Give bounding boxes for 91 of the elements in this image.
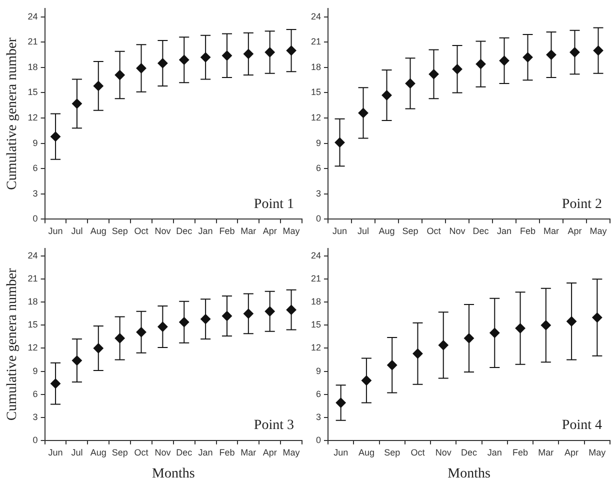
- x-tick-label: Dec: [176, 226, 193, 236]
- x-tick-label: May: [282, 447, 300, 458]
- x-tick-label: May: [282, 226, 300, 236]
- y-tick-label: 15: [310, 87, 322, 98]
- x-tick-label: Mar: [544, 226, 560, 236]
- y-tick-label: 21: [28, 274, 38, 284]
- x-tick-label: Feb: [512, 447, 528, 458]
- y-tick-label: 0: [316, 434, 322, 445]
- x-tick-label: Feb: [520, 226, 536, 236]
- x-tick-label: Oct: [410, 447, 426, 458]
- x-tick-label: Jan: [487, 447, 502, 458]
- x-tick-label: May: [590, 226, 608, 236]
- x-tick-label: Jul: [71, 226, 83, 236]
- y-tick-label: 15: [28, 320, 38, 330]
- annotation: Point 3: [254, 418, 294, 434]
- x-tick-label: Oct: [134, 226, 149, 236]
- x-tick-label: Jan: [198, 226, 213, 236]
- x-tick-label: May: [588, 447, 606, 458]
- y-tick-label: 0: [32, 434, 38, 445]
- x-tick-label: Aug: [378, 226, 395, 236]
- y-tick-label: 12: [310, 342, 322, 353]
- y-tick-label: 6: [316, 388, 322, 399]
- y-tick-label: 24: [310, 11, 322, 22]
- x-tick-label: Jan: [198, 447, 213, 458]
- x-tick-label: Nov: [154, 447, 172, 458]
- x-tick-label: Mar: [240, 226, 256, 236]
- y-tick-label: 18: [28, 62, 38, 72]
- x-tick-label: Oct: [426, 226, 442, 236]
- x-tick-label: Mar: [240, 447, 256, 458]
- x-axis-title: Months: [448, 466, 490, 482]
- y-tick-label: 12: [310, 112, 322, 122]
- x-tick-label: Nov: [449, 226, 466, 236]
- x-tick-label: Jun: [48, 447, 63, 458]
- y-tick-label: 6: [316, 163, 322, 174]
- y-tick-label: 6: [32, 388, 38, 399]
- x-tick-label: Jul: [71, 447, 83, 458]
- x-tick-label: Aug: [358, 447, 374, 458]
- y-tick-label: 3: [316, 412, 322, 422]
- y-tick-label: 21: [310, 36, 322, 47]
- x-tick-label: Jun: [48, 226, 63, 236]
- x-tick-label: Apr: [564, 447, 579, 458]
- x-tick-label: Dec: [461, 447, 478, 458]
- y-tick-label: 24: [28, 11, 38, 22]
- y-tick-label: 3: [32, 188, 38, 198]
- y-tick-label: 12: [28, 112, 38, 122]
- y-tick-label: 21: [28, 36, 38, 47]
- x-tick-label: Jun: [332, 226, 348, 236]
- y-tick-label: 18: [28, 296, 38, 307]
- x-tick-label: Apr: [568, 226, 582, 236]
- y-tick-label: 6: [32, 163, 38, 174]
- x-tick-label: Mar: [538, 447, 554, 458]
- x-tick-label: Apr: [262, 226, 277, 236]
- x-tick-label: Oct: [134, 447, 149, 458]
- x-tick-label: Dec: [176, 447, 193, 458]
- y-tick-label: 24: [28, 250, 38, 261]
- y-tick-label: 9: [32, 138, 38, 148]
- x-tick-label: Sep: [112, 226, 128, 236]
- x-tick-label: Nov: [435, 447, 452, 458]
- x-tick-label: Sep: [402, 226, 418, 236]
- y-tick-label: 15: [28, 87, 38, 98]
- x-tick-label: Nov: [154, 226, 172, 236]
- y-axis-title: Cumulative genera number: [5, 37, 20, 190]
- annotation: Point 4: [562, 418, 602, 434]
- y-tick-label: 15: [310, 320, 322, 330]
- x-tick-label: Jul: [358, 226, 370, 236]
- y-tick-label: 24: [310, 250, 322, 261]
- x-tick-label: Feb: [219, 226, 235, 236]
- y-tick-label: 18: [310, 62, 322, 72]
- x-tick-label: Apr: [262, 447, 277, 458]
- x-tick-label: Dec: [472, 226, 490, 236]
- x-tick-label: Jan: [496, 226, 512, 236]
- y-tick-label: 12: [28, 342, 38, 353]
- y-tick-label: 9: [32, 366, 38, 376]
- x-tick-label: Sep: [112, 447, 128, 458]
- x-tick-label: Feb: [219, 447, 235, 458]
- y-tick-label: 18: [310, 296, 322, 307]
- x-tick-label: Aug: [90, 226, 106, 236]
- y-tick-label: 9: [316, 366, 322, 376]
- y-tick-label: 0: [316, 214, 322, 224]
- y-tick-label: 3: [32, 412, 38, 422]
- y-tick-label: 0: [32, 214, 38, 224]
- y-tick-label: 3: [316, 188, 322, 198]
- annotation: Point 1: [254, 196, 294, 212]
- x-axis-title: Months: [152, 466, 195, 482]
- y-tick-label: 9: [316, 138, 322, 148]
- x-tick-label: Aug: [90, 447, 106, 458]
- x-tick-label: Sep: [384, 447, 400, 458]
- x-tick-label: Jun: [334, 447, 348, 458]
- annotation: Point 2: [562, 196, 602, 212]
- y-tick-label: 21: [310, 274, 322, 284]
- y-axis-title: Cumulative genera number: [5, 268, 20, 421]
